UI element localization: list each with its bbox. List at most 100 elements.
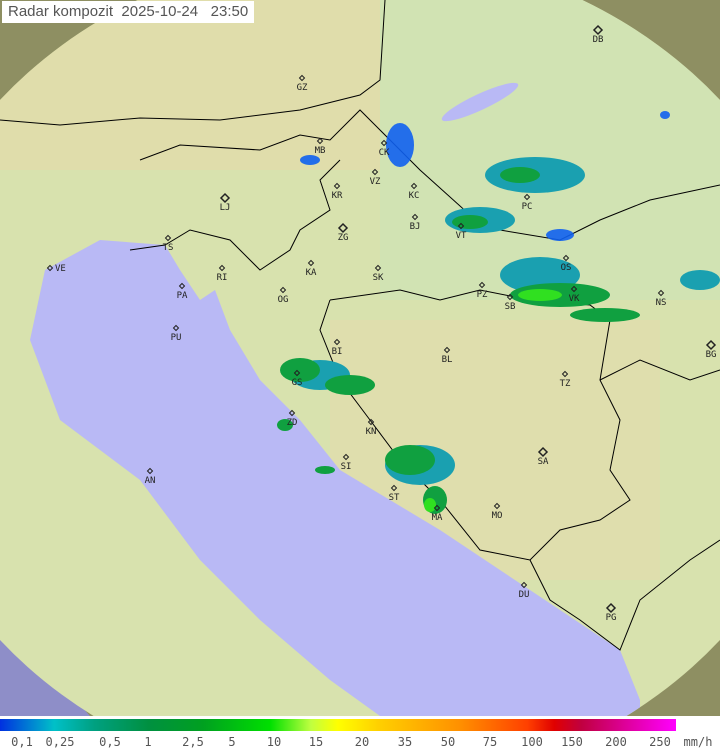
city-label: MO xyxy=(492,511,503,521)
city-sk: SK xyxy=(373,264,384,283)
city-label: MA xyxy=(432,513,443,523)
legend-label: 200 xyxy=(605,735,627,749)
city-marker-icon xyxy=(705,339,717,351)
legend-unit: mm/h xyxy=(683,735,713,749)
city-marker-icon xyxy=(457,222,465,230)
legend-label: 100 xyxy=(521,735,543,749)
title-date: 2025-10-24 xyxy=(121,3,199,20)
city-marker-icon xyxy=(178,282,186,290)
city-an: AN xyxy=(145,467,156,486)
city-marker-icon xyxy=(288,409,296,417)
city-label: MB xyxy=(315,146,326,156)
city-marker-icon xyxy=(146,467,154,475)
city-label: PA xyxy=(177,291,188,301)
city-label: GS xyxy=(292,378,303,388)
city-marker-icon xyxy=(218,264,226,272)
adriatic-sea xyxy=(30,240,640,716)
legend-label: 0,1 xyxy=(11,735,33,749)
city-pc: PC xyxy=(522,193,533,212)
city-marker-icon xyxy=(506,293,514,301)
city-marker-icon xyxy=(523,193,531,201)
city-label: AN xyxy=(145,476,156,486)
city-label: KR xyxy=(332,191,343,201)
city-vk: VK xyxy=(569,285,580,304)
city-marker-icon xyxy=(657,289,665,297)
city-label: KA xyxy=(306,268,317,278)
city-marker-icon xyxy=(537,446,549,458)
city-marker-icon xyxy=(605,602,617,614)
city-pg: PG xyxy=(605,602,617,623)
legend-label: 150 xyxy=(561,735,583,749)
city-marker-icon xyxy=(333,182,341,190)
city-marker-icon xyxy=(520,581,528,589)
city-label: BG xyxy=(706,350,717,360)
city-marker-icon xyxy=(298,74,306,82)
city-marker-icon xyxy=(411,213,419,221)
city-marker-icon xyxy=(374,264,382,272)
city-bg: BG xyxy=(705,339,717,360)
city-label: GZ xyxy=(297,83,308,93)
legend-label: 2,5 xyxy=(182,735,204,749)
city-marker-icon xyxy=(371,168,379,176)
city-pu: PU xyxy=(171,324,182,343)
city-marker-icon xyxy=(293,369,301,377)
city-si: SI xyxy=(341,453,351,472)
city-marker-icon xyxy=(316,137,324,145)
city-sa: SA xyxy=(537,446,549,467)
city-marker-icon xyxy=(493,502,501,510)
city-label: SA xyxy=(538,457,549,467)
city-marker-icon xyxy=(380,139,388,147)
city-ck: CK xyxy=(379,139,390,158)
lake-balaton xyxy=(441,82,519,122)
radar-map: DB GZ MB CK VZ KR KC LJ ZG BJ VT PC TS VE KA SK OS RI PA OG… xyxy=(0,0,720,716)
city-marker-icon xyxy=(307,259,315,267)
city-marker-icon xyxy=(410,182,418,190)
city-ns: NS xyxy=(656,289,666,308)
city-ve: VE xyxy=(46,264,66,274)
city-marker-icon xyxy=(390,484,398,492)
legend-label: 10 xyxy=(266,735,282,749)
legend-label: 35 xyxy=(397,735,413,749)
city-label: PC xyxy=(522,202,533,212)
city-marker-icon xyxy=(561,370,569,378)
city-label: PZ xyxy=(477,290,488,300)
city-marker-icon xyxy=(172,324,180,332)
city-og: OG xyxy=(278,286,289,305)
city-marker-icon xyxy=(219,192,231,204)
city-label: BL xyxy=(442,355,453,365)
city-label: ST xyxy=(389,493,400,503)
city-ts: TS xyxy=(163,234,174,253)
city-st: ST xyxy=(389,484,400,503)
title-label: Radar kompozit xyxy=(8,3,114,20)
city-markers: DB GZ MB CK VZ KR KC LJ ZG BJ VT PC TS VE KA SK OS RI PA OG… xyxy=(46,24,717,623)
city-marker-icon xyxy=(333,338,341,346)
legend-label: 50 xyxy=(440,735,456,749)
legend-label: 1 xyxy=(144,735,152,749)
city-label: TZ xyxy=(560,379,571,389)
city-label: TS xyxy=(163,243,174,253)
city-gs: GS xyxy=(292,369,303,388)
legend-label: 15 xyxy=(308,735,324,749)
city-label: OG xyxy=(278,295,289,305)
city-label: KN xyxy=(366,427,377,437)
city-marker-icon xyxy=(443,346,451,354)
city-marker-icon xyxy=(164,234,172,242)
city-marker-icon xyxy=(478,281,486,289)
city-label: PU xyxy=(171,333,182,343)
city-os: OS xyxy=(561,254,571,273)
city-sb: SB xyxy=(505,293,515,312)
city-bi: BI xyxy=(332,338,343,357)
city-marker-icon xyxy=(342,453,350,461)
title-time: 23:50 xyxy=(210,3,249,20)
city-label: BI xyxy=(332,347,343,357)
city-marker-icon xyxy=(279,286,287,294)
city-bl: BL xyxy=(442,346,453,365)
city-marker-icon xyxy=(46,264,54,272)
city-marker-icon xyxy=(570,285,578,293)
city-du: DU xyxy=(519,581,529,600)
city-marker-icon xyxy=(337,222,349,234)
city-pa: PA xyxy=(177,282,188,301)
city-label: PG xyxy=(606,613,617,623)
country-borders xyxy=(0,0,720,651)
city-kn: KN xyxy=(366,418,377,437)
